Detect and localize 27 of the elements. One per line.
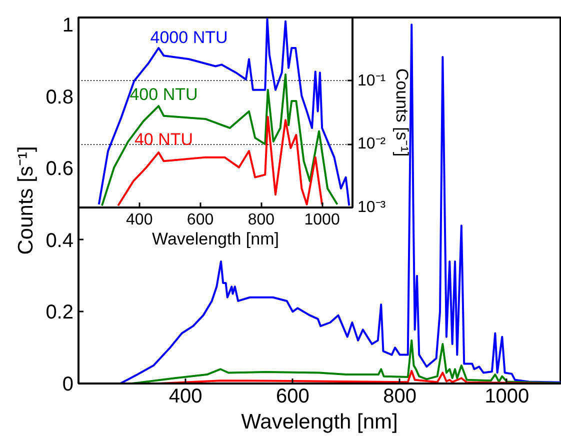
y-tick-label: 0.8 [46, 86, 74, 108]
series-label: 40 NTU [134, 130, 194, 150]
x-tick-label: 800 [248, 212, 275, 228]
y-axis-title: Counts [s⁻¹] [392, 68, 412, 157]
x-axis-title: Wavelength [nm] [241, 410, 398, 434]
line-series [117, 116, 324, 207]
y-tick-label: 10⁻² [358, 136, 386, 153]
x-tick-label: 1000 [484, 386, 530, 408]
x-tick-label: 400 [126, 212, 153, 228]
x-tick-label: 1000 [304, 212, 340, 228]
y-tick-label: 1 [62, 14, 74, 37]
y-tick-label: 10⁻³ [358, 199, 386, 216]
x-tick-label: 800 [383, 386, 417, 408]
y-tick-label: 0 [62, 374, 74, 396]
series-label: 4000 NTU [150, 28, 228, 48]
y-tick-label: 0.4 [46, 230, 74, 252]
y-tick-label: 10⁻¹ [358, 72, 386, 90]
y-tick-label: 0.6 [46, 158, 74, 180]
y-tick-label: 0.2 [46, 302, 74, 324]
x-axis-title: Wavelength [nm] [152, 230, 279, 248]
x-tick-label: 600 [276, 386, 310, 408]
line-series [98, 18, 350, 207]
line-series [100, 73, 338, 207]
x-tick-label: 400 [168, 386, 202, 408]
x-tick-label: 600 [186, 212, 214, 228]
y-axis-title: Counts [s⁻¹] [14, 146, 38, 255]
series-label: 400 NTU [130, 84, 198, 104]
